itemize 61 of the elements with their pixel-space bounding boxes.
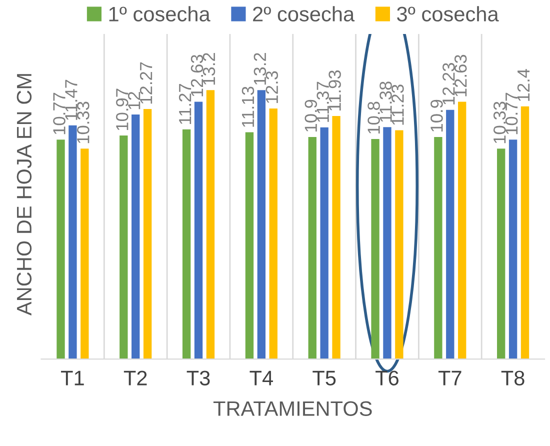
bar [458, 102, 466, 360]
bar [308, 136, 316, 360]
x-tick-label: T7 [438, 370, 462, 386]
bar [80, 148, 89, 360]
data-label: 12.63 [190, 54, 204, 96]
x-tick-label: T5 [312, 370, 336, 386]
data-label: 10.77 [53, 92, 66, 134]
legend-label: 3º cosecha [397, 6, 499, 22]
bar [143, 109, 152, 360]
bar [68, 125, 77, 360]
bar [395, 130, 404, 360]
bar [383, 127, 392, 360]
legend-label: 2º cosecha [253, 6, 355, 22]
bar [371, 139, 380, 360]
bar [269, 108, 278, 360]
data-label: 12.4 [517, 68, 530, 101]
bar [56, 140, 65, 360]
data-label: 11.38 [380, 82, 392, 122]
x-tick-label: T2 [124, 370, 147, 386]
x-tick-label: T3 [186, 370, 210, 386]
bar [497, 148, 506, 360]
data-label: 10.77 [505, 92, 518, 134]
x-tick-label: T6 [376, 370, 398, 386]
data-label: 12.63 [454, 54, 467, 96]
bar [520, 106, 530, 360]
x-tick-label: T8 [501, 370, 524, 386]
data-label: 10.9 [304, 100, 318, 132]
x-axis-title: TRATAMIENTOS [213, 401, 372, 416]
y-axis-title: ANCHO DE HOJA EN CM [16, 74, 32, 316]
bar [446, 110, 454, 360]
data-label: 12.3 [266, 71, 278, 103]
bar [434, 136, 442, 360]
data-label: 13.2 [254, 53, 266, 85]
data-label: 13.2 [202, 53, 216, 85]
data-label: 10.33 [77, 102, 90, 144]
bar [332, 116, 340, 360]
data-label: 11.27 [178, 84, 192, 124]
x-tick-label: T1 [61, 370, 84, 386]
data-label: 11.37 [316, 82, 329, 122]
bar [206, 90, 215, 360]
bar [182, 129, 191, 360]
bar [245, 132, 254, 360]
data-label: 12.23 [442, 63, 455, 104]
data-label: 12 [128, 92, 140, 110]
x-tick-label: T4 [250, 370, 273, 386]
bar [120, 136, 128, 360]
data-label: 11.47 [65, 80, 78, 120]
bar [320, 127, 328, 360]
data-label: 10.8 [368, 102, 380, 134]
data-label: 10.9 [430, 100, 443, 132]
legend-label: 1º cosecha [109, 6, 210, 22]
bar [508, 140, 518, 360]
data-label: 11.13 [242, 86, 254, 127]
data-label: 10.97 [116, 88, 128, 130]
bar [194, 102, 203, 360]
bar [132, 114, 140, 360]
data-label: 10.33 [493, 102, 506, 144]
data-label: 11.93 [328, 70, 341, 110]
data-label: 11.23 [392, 84, 404, 125]
bar [257, 90, 266, 360]
data-label: 12.27 [140, 62, 152, 104]
